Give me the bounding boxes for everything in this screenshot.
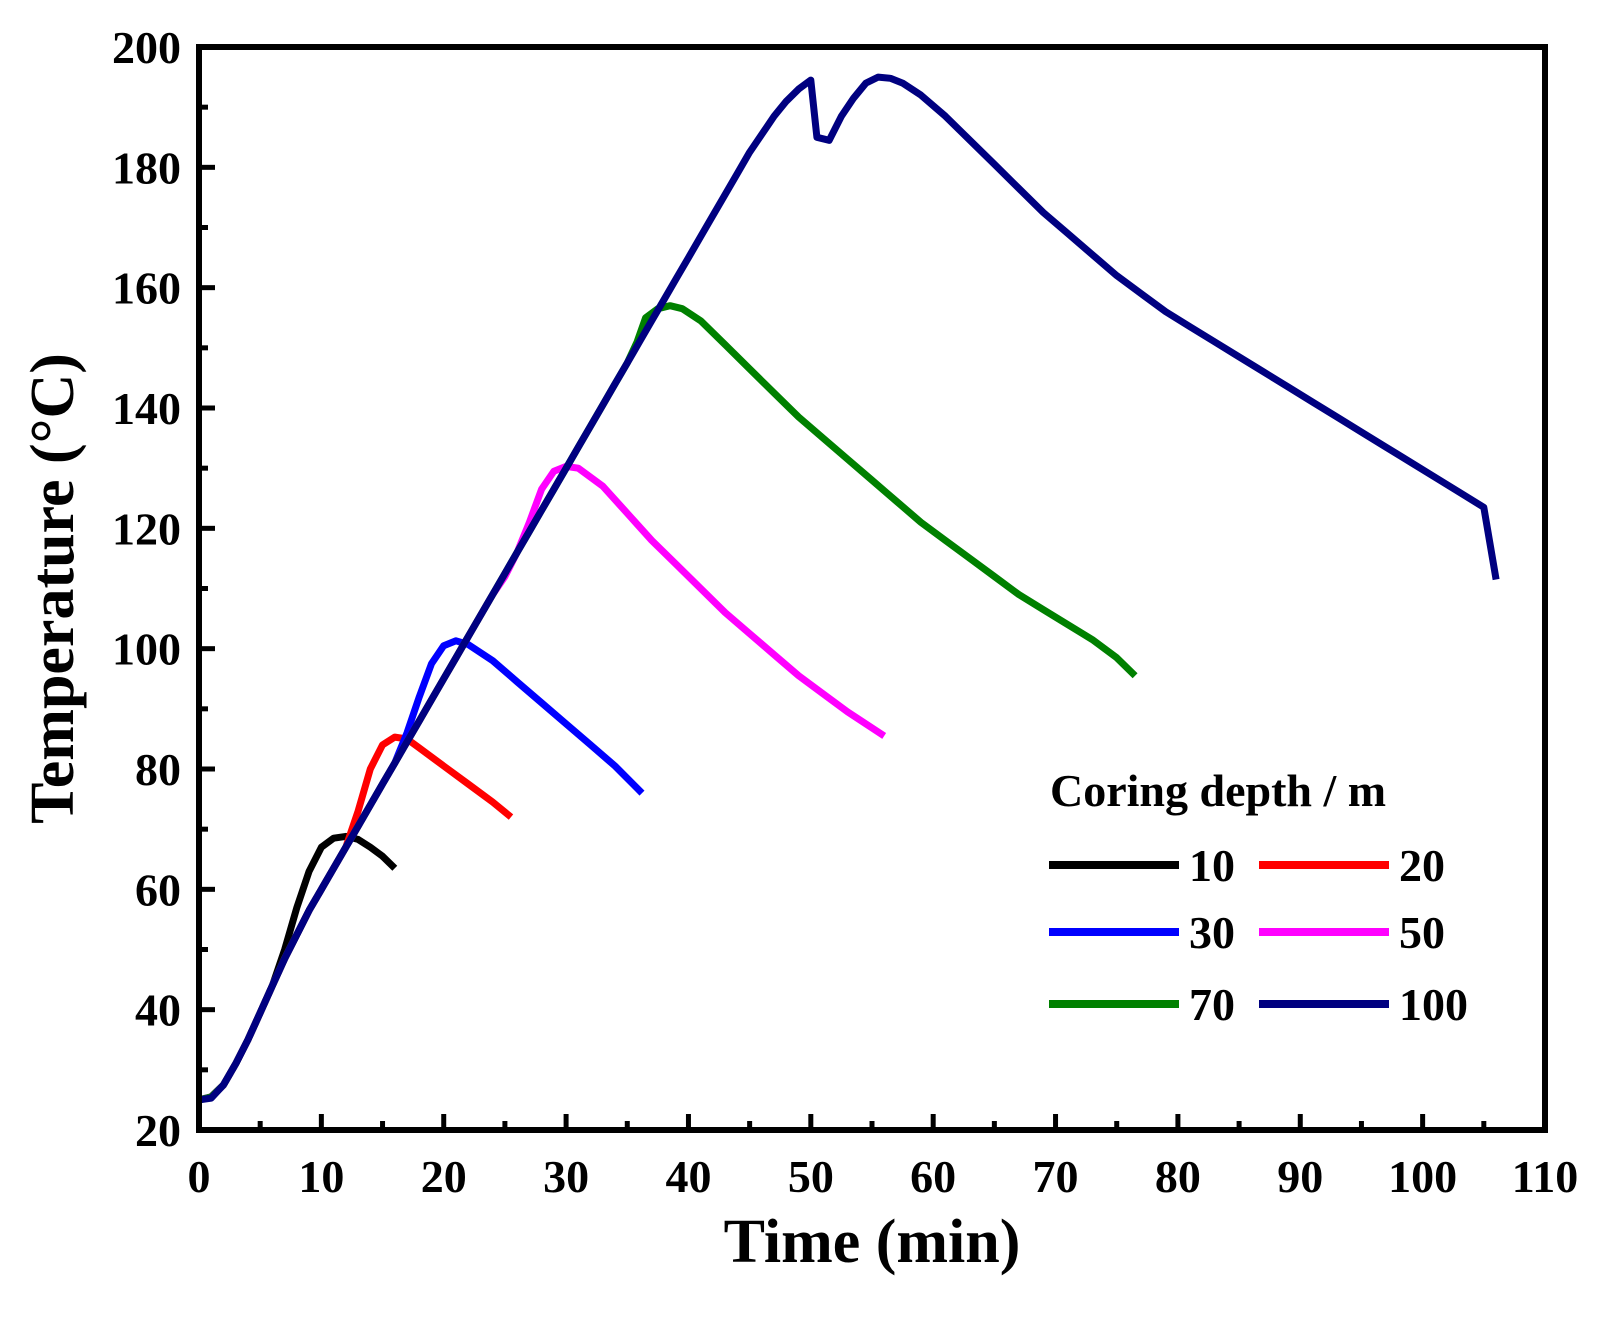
- y-tick-label: 140: [112, 383, 181, 434]
- legend-label-10: 10: [1189, 840, 1235, 891]
- series-line-depth-30: [198, 637, 645, 1104]
- legend-label-100: 100: [1399, 979, 1468, 1030]
- legend-label-70: 70: [1189, 979, 1235, 1030]
- x-tick-label: 110: [1512, 1151, 1578, 1202]
- y-tick-label: 20: [135, 1105, 181, 1156]
- y-tick-label: 40: [135, 985, 181, 1036]
- y-axis-title: Temperature (°C): [19, 353, 87, 824]
- y-tick-label: 120: [112, 503, 181, 554]
- legend-label-20: 20: [1399, 840, 1445, 891]
- axis-tick-labels: 0 10 20 30 40 50 60 70 80 90 100 110 20 40 60 80 100 120 1…: [112, 22, 1578, 1202]
- series-lines: [198, 73, 1500, 1104]
- y-tick-label: 200: [112, 22, 181, 73]
- axis-ticks: [196, 44, 1548, 1133]
- x-tick-label: 0: [188, 1151, 211, 1202]
- x-axis-title: Time (min): [724, 1208, 1021, 1276]
- x-tick-label: 20: [421, 1151, 467, 1202]
- y-tick-label: 100: [112, 624, 181, 675]
- x-tick-label: 40: [665, 1151, 711, 1202]
- plot-area-frame: [196, 44, 1548, 1133]
- legend-title: Coring depth / m: [1050, 765, 1386, 816]
- y-tick-label: 160: [112, 263, 181, 314]
- x-tick-label: 90: [1277, 1151, 1323, 1202]
- series-line-depth-100: [198, 73, 1500, 1104]
- x-tick-label: 100: [1388, 1151, 1457, 1202]
- series-line-depth-50: [198, 462, 887, 1104]
- x-tick-label: 10: [298, 1151, 344, 1202]
- y-tick-label: 180: [112, 142, 181, 193]
- x-tick-label: 50: [788, 1151, 834, 1202]
- legend: Coring depth / m 10 20 30 50 70 100: [1049, 765, 1468, 1030]
- x-tick-label: 60: [910, 1151, 956, 1202]
- legend-label-30: 30: [1189, 907, 1235, 958]
- legend-label-50: 50: [1399, 907, 1445, 958]
- x-tick-label: 30: [543, 1151, 589, 1202]
- y-tick-label: 60: [135, 864, 181, 915]
- series-line-depth-70: [198, 302, 1138, 1104]
- x-tick-label: 70: [1033, 1151, 1079, 1202]
- x-tick-label: 80: [1155, 1151, 1201, 1202]
- y-tick-label: 80: [135, 744, 181, 795]
- series-line-depth-10: [198, 832, 398, 1104]
